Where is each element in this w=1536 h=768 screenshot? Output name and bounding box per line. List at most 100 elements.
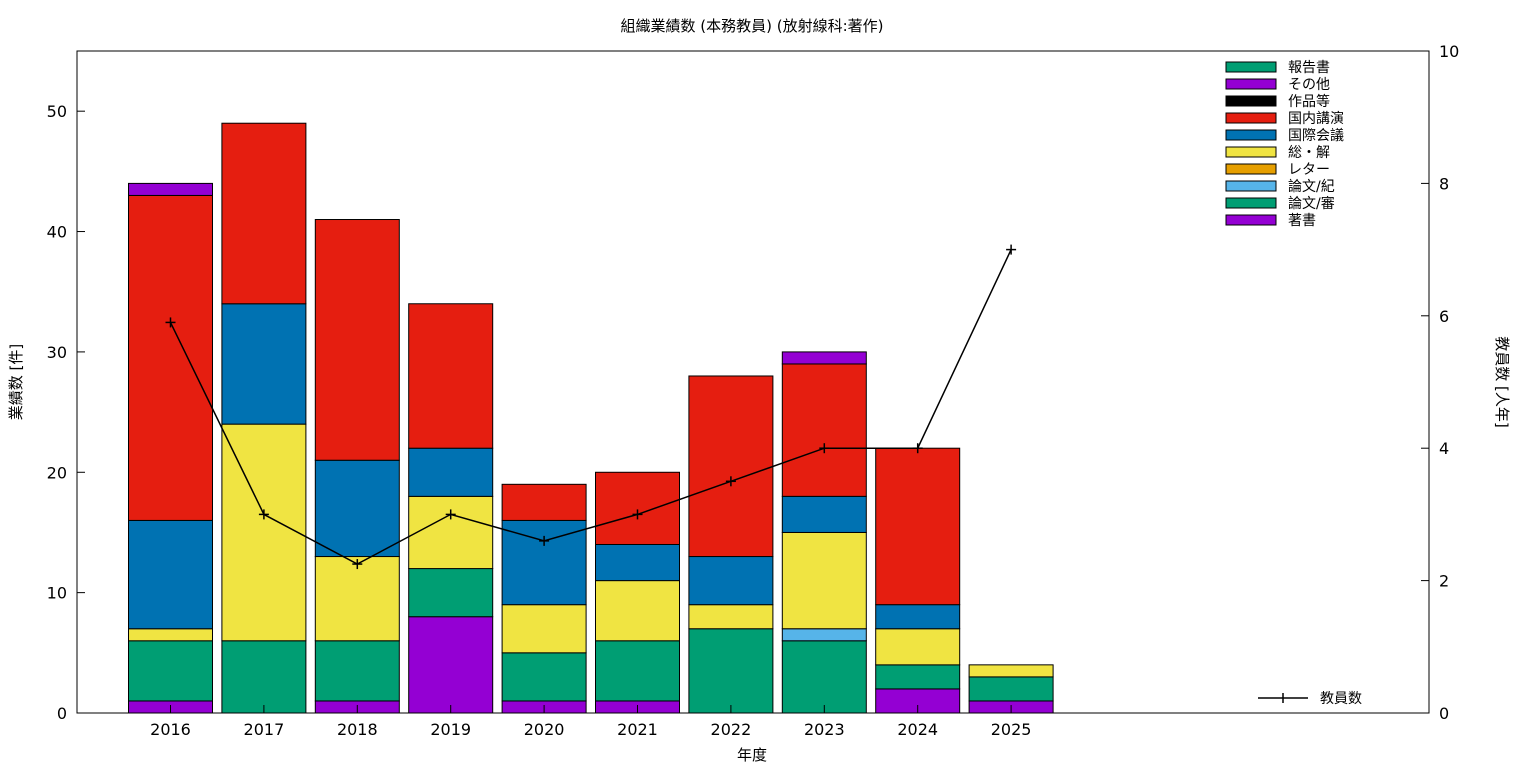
bar-segment-2019-4 [408, 495, 494, 570]
legend-item-6: レター [1225, 162, 1330, 178]
legend-item-5: 総・解 [1225, 145, 1330, 161]
bar-segment-2018-1 [314, 640, 400, 702]
bar-segment-2022-6 [688, 375, 774, 558]
bar-segment-2022-4 [688, 604, 774, 630]
line-point-2025 [1006, 244, 1017, 255]
bar-segment-2016-1 [128, 640, 213, 702]
line-point-2020 [539, 535, 550, 546]
x-tick-label: 2024 [897, 720, 938, 739]
y2-tick-label: 6 [1439, 307, 1449, 326]
y2-tick-label: 8 [1439, 174, 1449, 193]
bar-segment-2023-5 [781, 495, 867, 533]
y-tick-label: 40 [47, 223, 67, 242]
legend-swatch [1225, 163, 1277, 175]
x-tick-label: 2025 [991, 720, 1032, 739]
bar-segment-2024-4 [875, 628, 961, 666]
y-tick-label: 30 [47, 343, 67, 362]
legend-label: 国内講演 [1288, 111, 1344, 127]
legend-label: 報告書 [1288, 60, 1330, 76]
legend-label: その他 [1288, 77, 1330, 93]
legend-item-7: 論文/紀 [1225, 179, 1335, 195]
bar-segment-2025-1 [968, 676, 1054, 702]
x-tick-label: 2017 [244, 720, 285, 739]
legend-item-4: 国際会議 [1225, 127, 1344, 144]
legend-swatch [1225, 95, 1277, 107]
legend-item-3: 国内講演 [1225, 111, 1344, 127]
bar-segment-2024-6 [875, 447, 961, 606]
legend-item-0: 報告書 [1225, 60, 1330, 76]
bar-segment-2023-6 [781, 363, 867, 497]
legend-swatch [1225, 61, 1277, 73]
bar-segment-2016-5 [128, 519, 213, 630]
y-tick-label: 50 [47, 102, 67, 121]
bar-segment-2017-1 [221, 640, 307, 714]
bar-segment-2018-6 [314, 219, 400, 461]
y2-axis: 0 2 4 6 8 10 [1421, 42, 1459, 723]
line-point-2019 [445, 509, 456, 520]
bar-segment-2023-1 [781, 640, 867, 714]
y-axis-label: 業績数 [件] [7, 344, 25, 420]
bar-segment-2022-1 [688, 628, 774, 714]
y2-tick-label: 0 [1439, 704, 1449, 723]
bar-segment-2023-4 [781, 531, 867, 630]
x-tick-label: 2016 [150, 720, 191, 739]
legend-swatch [1225, 146, 1277, 158]
bar-segment-2019-1 [408, 568, 494, 618]
bar-segment-2021-5 [595, 543, 680, 582]
x-tick-label: 2023 [804, 720, 845, 739]
bar-segment-2022-5 [688, 556, 774, 606]
bar-segment-2023-2 [781, 628, 867, 642]
legend-swatch [1225, 129, 1277, 141]
legend-swatch [1225, 78, 1277, 90]
line-point-2023 [819, 443, 830, 454]
legend-swatch [1225, 214, 1277, 226]
line-point-2021 [632, 509, 643, 520]
x-tick-label: 2018 [337, 720, 378, 739]
y-axis: 0 10 20 30 40 50 [47, 102, 85, 723]
legend-label: 論文/紀 [1288, 179, 1335, 195]
bar-segment-2020-4 [501, 604, 587, 654]
legend-item-2: 作品等 [1225, 93, 1330, 110]
legend-item-8: 論文/審 [1225, 196, 1335, 212]
bar-segment-2025-4 [968, 664, 1054, 678]
bar-segment-2021-4 [595, 580, 680, 642]
x-tick-label: 2021 [617, 720, 658, 739]
y2-tick-label: 10 [1439, 42, 1459, 61]
bar-segment-2020-5 [501, 519, 587, 606]
legend-swatch [1225, 180, 1277, 192]
legend-label: 論文/審 [1288, 196, 1335, 212]
x-tick-label: 2019 [430, 720, 471, 739]
x-axis-label: 年度 [737, 746, 767, 764]
bar-segment-2019-5 [408, 447, 494, 497]
legend-swatch [1225, 197, 1277, 209]
bar-segment-2020-6 [501, 483, 587, 521]
bar-segment-2018-4 [314, 556, 400, 642]
bar-segment-2016-6 [128, 194, 213, 521]
bar-segment-2016-4 [128, 628, 213, 642]
line-point-2016 [165, 317, 176, 328]
bar-segment-2019-6 [408, 303, 494, 449]
bar-segment-2017-4 [221, 423, 307, 642]
line-layer [165, 244, 1017, 570]
line-point-2018 [352, 559, 363, 570]
bar-segment-2017-6 [221, 122, 307, 305]
x-tick-label: 2020 [524, 720, 565, 739]
chart-title: 組織業績数 (本務教員) (放射線科:著作) [621, 17, 884, 35]
legend-label: 国際会議 [1288, 127, 1344, 144]
line-series-path [169, 249, 1012, 565]
legend-swatch [1225, 112, 1277, 124]
y2-axis-label: 教員数 [人年] [1493, 336, 1511, 427]
legend-item-1: その他 [1225, 77, 1330, 93]
line-legend: 教員数 [1258, 691, 1362, 707]
bar-segment-2024-5 [875, 604, 961, 630]
line-point-2022 [725, 476, 736, 487]
y-tick-label: 20 [47, 463, 67, 482]
x-axis: 2016 2017 2018 2019 2020 2021 2022 2023 2024 2025 [150, 705, 1031, 739]
bar-segment-2021-1 [595, 640, 680, 702]
bar-segment-2019-0 [408, 616, 494, 714]
legend-label: 総・解 [1288, 145, 1330, 161]
bar-segment-2023-8 [781, 351, 867, 365]
legend-label: 作品等 [1288, 93, 1330, 110]
